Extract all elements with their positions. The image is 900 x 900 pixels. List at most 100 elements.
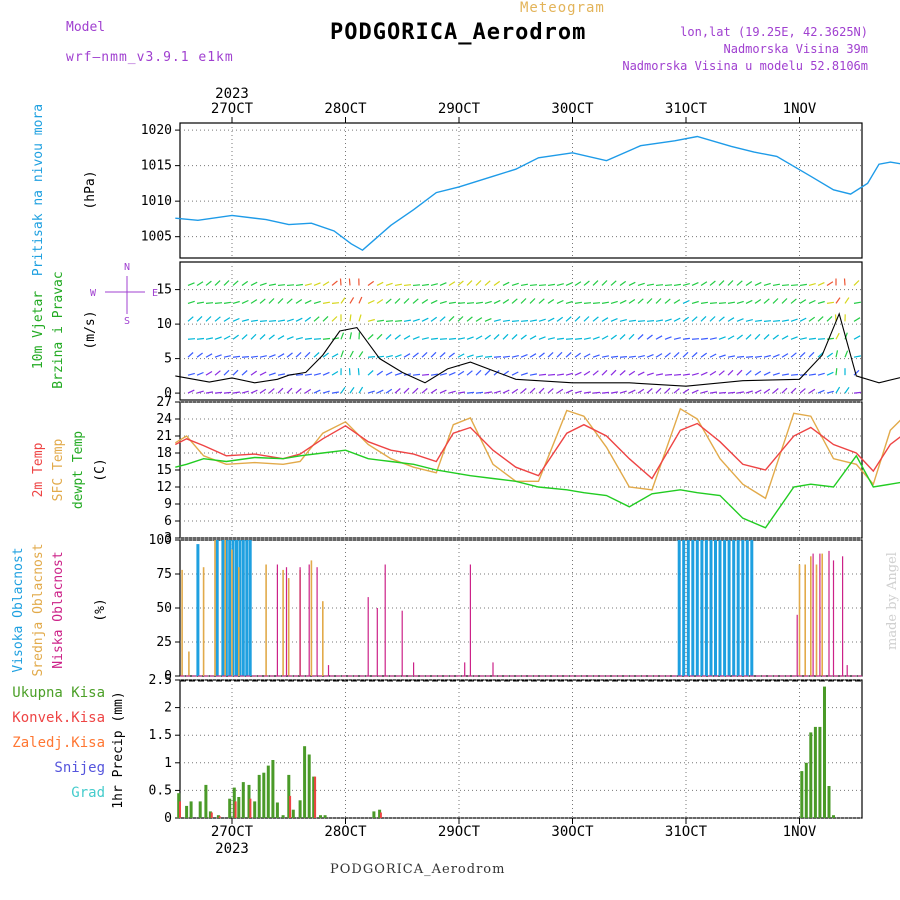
- wind-barb: [394, 334, 401, 340]
- top-day-label: 29OCT: [438, 101, 481, 117]
- conv-precip-bar: [210, 812, 213, 818]
- high-cloud-bar: [238, 540, 242, 676]
- wind-barb: [601, 335, 609, 340]
- wind-barb: [277, 319, 286, 322]
- wind-barb: [637, 371, 645, 376]
- wind-barb: [502, 355, 510, 358]
- wind-barb: [457, 370, 465, 376]
- wind-barb: [214, 391, 223, 394]
- wind-barb: [574, 281, 582, 286]
- mid-cloud-bar: [798, 564, 801, 676]
- wind-barb: [556, 299, 564, 304]
- top-day-label: 30OCT: [551, 101, 594, 117]
- total-precip-bar: [247, 784, 251, 818]
- wind-barb: [565, 300, 573, 304]
- wind-barb: [547, 299, 555, 304]
- wind-barb: [781, 319, 790, 322]
- compass-w: W: [90, 288, 97, 299]
- high-cloud-bar: [248, 540, 252, 676]
- total-precip-bar: [303, 746, 307, 818]
- wind-barb: [520, 372, 528, 376]
- wind-barb: [322, 352, 329, 358]
- high-cloud-bar: [714, 540, 717, 676]
- low-cloud-bar: [299, 567, 301, 676]
- mid-cloud-bar: [224, 540, 226, 676]
- total-precip-bar: [266, 765, 270, 818]
- wind-barb: [322, 371, 330, 376]
- wind-barb: [340, 297, 346, 304]
- wind-barb: [529, 298, 536, 304]
- wind-barb: [340, 386, 346, 394]
- total-precip-bar: [323, 815, 327, 818]
- wind-barb: [700, 315, 707, 322]
- wind-barb: [655, 373, 664, 376]
- wind-barb: [250, 389, 258, 394]
- temperature-ytick-label: 18: [156, 446, 172, 461]
- wind-ytick-label: 15: [156, 283, 172, 298]
- compass-n: N: [124, 262, 130, 273]
- wind-barb: [322, 281, 330, 286]
- wind-barb: [655, 319, 664, 322]
- wind-barb: [232, 391, 240, 394]
- wind-barb: [637, 334, 644, 340]
- wind-barb: [655, 335, 663, 340]
- low-cloud-bar: [846, 665, 848, 676]
- low-cloud-bar: [413, 662, 415, 676]
- wind-barb: [232, 317, 240, 322]
- wind-ytick-label: 0: [164, 386, 172, 401]
- wind-barb: [457, 302, 466, 304]
- wind-barb: [826, 352, 834, 358]
- total-precip-bar: [262, 772, 266, 818]
- temperature-ytick-label: 27: [156, 395, 172, 410]
- temp-axis-title-3: dewpt Temp: [71, 431, 86, 509]
- wind-barb: [538, 284, 547, 287]
- wind-barb: [808, 351, 815, 358]
- wind-barb: [529, 284, 538, 287]
- total-precip-bar: [809, 732, 813, 818]
- wind-barb: [718, 370, 725, 376]
- wind-barb: [718, 354, 726, 358]
- temperature-ytick-label: 12: [156, 480, 172, 495]
- wind-barb: [673, 388, 680, 394]
- wind-barb: [628, 281, 636, 286]
- wind-barb: [295, 283, 303, 287]
- wind-barb: [565, 372, 573, 376]
- temperature-ytick-label: 15: [156, 463, 172, 478]
- wind-barb: [322, 301, 331, 304]
- wind-barb: [826, 390, 834, 394]
- wind-barb: [277, 373, 286, 376]
- wind-barb: [745, 281, 753, 286]
- top-day-label: 31OCT: [665, 101, 708, 117]
- precip-axis-title: 1hr Precip (mm): [111, 691, 126, 808]
- wind-barb: [457, 316, 464, 322]
- wind-barb: [736, 391, 745, 394]
- cloud-axis-title-1: Visoka Oblacnost: [11, 547, 26, 672]
- wind-barb: [637, 320, 646, 322]
- total-precip-bar: [177, 793, 181, 818]
- wind-barb: [493, 370, 500, 376]
- wind-barb: [601, 391, 610, 394]
- high-cloud-bar: [718, 540, 722, 676]
- total-precip-bar: [287, 774, 291, 818]
- high-cloud-bar: [686, 540, 690, 676]
- wind-barb: [691, 282, 699, 287]
- wind-barb: [196, 390, 204, 394]
- wind-barb: [538, 298, 545, 304]
- compass-e: E: [152, 288, 158, 299]
- wind-barb: [736, 280, 743, 286]
- wind-barb: [241, 390, 249, 394]
- wind-barb: [790, 387, 797, 394]
- wind-barb: [241, 299, 249, 304]
- wind-barb: [637, 388, 645, 394]
- wind-barb: [781, 373, 789, 376]
- wind-barb: [268, 320, 277, 322]
- wind-barb: [763, 334, 770, 340]
- wind-barb: [250, 319, 258, 322]
- wind-barb: [682, 351, 689, 358]
- wind-barb: [628, 319, 636, 322]
- wind-barb: [259, 298, 266, 304]
- bottom-day-label: 30OCT: [551, 824, 594, 840]
- wind-barb: [403, 353, 411, 358]
- wind-barb: [484, 334, 491, 340]
- total-precip-bar: [271, 760, 275, 818]
